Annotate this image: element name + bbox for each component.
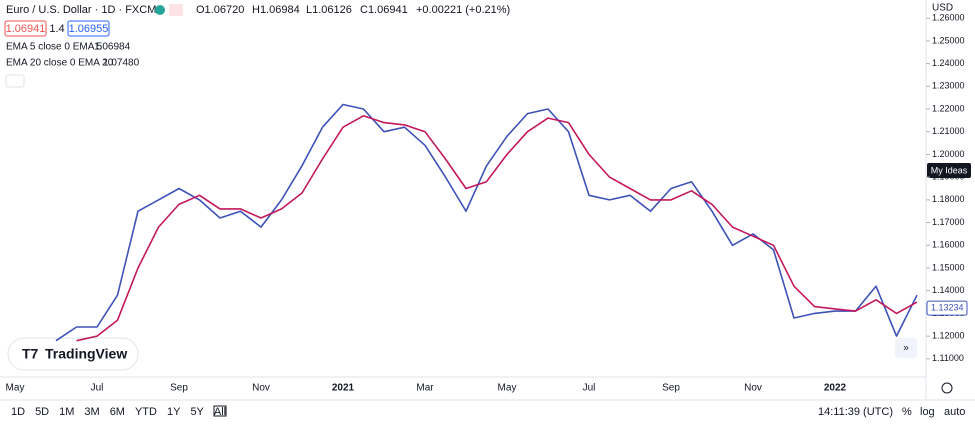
legend-label: EMA 20 close 0 EMA 20 (6, 58, 114, 69)
last-price-label: 1.13234 (931, 302, 964, 312)
y-tick-label: 1.14000 (932, 285, 965, 295)
x-tick-label: Jul (91, 383, 104, 394)
y-tick-label: 1.19000 (932, 172, 965, 182)
date-range-icon[interactable] (213, 405, 227, 417)
y-tick-label: 1.20000 (932, 149, 965, 159)
my-ideas-tab[interactable] (927, 163, 971, 178)
y-tick-label: 1.16000 (932, 240, 965, 250)
collapse-legend[interactable] (5, 74, 25, 88)
x-tick-label: Sep (170, 383, 188, 394)
x-tick-label: Mar (416, 383, 434, 394)
y-tick-label: 1.24000 (932, 58, 965, 68)
ohlc-open: O1.06720 (196, 4, 244, 16)
y-tick-label: 1.15000 (932, 262, 965, 272)
ohlc-close: C1.06941 (360, 4, 408, 16)
range-button[interactable]: 1Y (167, 406, 181, 418)
y-tick-label: 1.18000 (932, 194, 965, 204)
log-toggle[interactable]: log (920, 406, 935, 418)
range-button[interactable]: 6M (110, 406, 125, 418)
x-tick-label: Sep (662, 383, 680, 394)
x-tick-label: 2022 (824, 383, 847, 394)
last-price-box (926, 300, 968, 316)
logo-pill (7, 337, 139, 371)
ema-line (55, 103, 918, 342)
ask-box[interactable] (67, 20, 110, 37)
y-tick-label: 1.23000 (932, 81, 965, 91)
logo: T7 TradingView (7, 337, 139, 371)
y-tick-label: 1.17000 (932, 217, 965, 227)
ohlc-high: H1.06984 (252, 4, 300, 16)
percent-toggle[interactable]: % (902, 406, 912, 418)
currency: USD (932, 3, 953, 14)
y-tick-label: 1.25000 (932, 35, 965, 45)
ask: 1.06955 (69, 23, 109, 35)
x-tick-label: May (6, 383, 25, 394)
clock: 14:11:39 (UTC) (818, 406, 893, 418)
scroll-icon: » (903, 343, 909, 354)
x-tick-label: May (498, 383, 517, 394)
y-tick-label: 1.12000 (932, 330, 965, 340)
ema-line (76, 115, 918, 342)
range-button[interactable]: 1M (59, 406, 74, 418)
market-status (155, 5, 165, 15)
range-button[interactable]: YTD (135, 406, 157, 418)
settings-icon[interactable] (941, 382, 953, 394)
legend-value: 1.06984 (94, 42, 131, 53)
my-ideas: My Ideas (931, 165, 968, 175)
ohlc-low: L1.06126 (306, 4, 352, 16)
legend-value: 1.07480 (103, 58, 140, 69)
symbol-title: Euro / U.S. Dollar · 1D · FXCM (6, 4, 156, 16)
alert-icon (169, 4, 183, 16)
y-tick-label: 1.22000 (932, 103, 965, 113)
logo-text: TradingView (45, 346, 127, 362)
legend-label: EMA 5 close 0 EMA 5 (6, 42, 103, 53)
y-tick-label: 1.26000 (932, 13, 965, 23)
x-tick-label: Nov (744, 383, 762, 394)
bid: 1.06941 (6, 23, 46, 35)
range-button[interactable]: 5Y (190, 406, 204, 418)
y-tick-label: 1.11000 (932, 353, 964, 363)
auto-toggle[interactable]: auto (944, 406, 965, 418)
x-tick-label: 2021 (332, 383, 355, 394)
range-button[interactable]: 5D (35, 406, 49, 418)
spread: 1.4 (49, 23, 64, 35)
ohlc-change: +0.00221 (+0.21%) (416, 4, 510, 16)
y-tick-label: 1.21000 (932, 126, 965, 136)
logo-mark: T7 (22, 346, 39, 362)
range-button[interactable]: All (214, 406, 226, 418)
scroll-button[interactable] (895, 338, 917, 358)
x-tick-label: Nov (252, 383, 270, 394)
bid-box[interactable] (4, 20, 47, 37)
range-button[interactable]: 1D (11, 406, 25, 418)
x-tick-label: Jul (583, 383, 596, 394)
range-button[interactable]: 3M (84, 406, 99, 418)
